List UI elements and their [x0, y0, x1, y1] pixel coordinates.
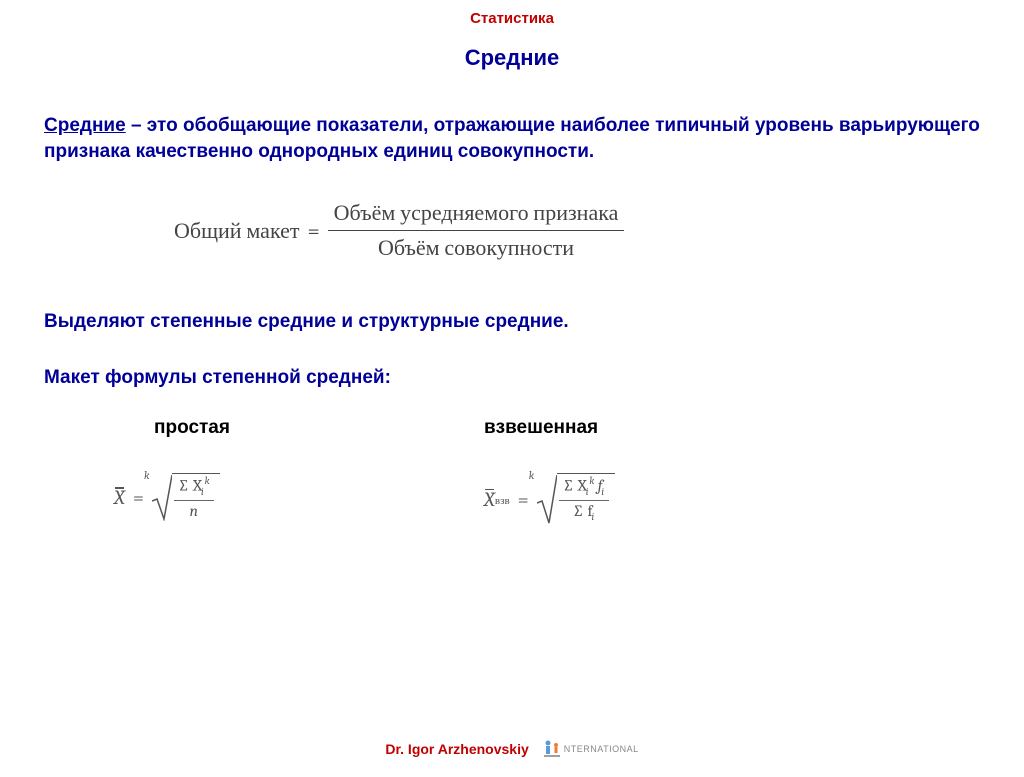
simple-label: простая: [154, 417, 484, 439]
types-line: Выделяют степенные средние и структурные…: [44, 311, 980, 333]
footer-author: Dr. Igor Arzhenovskiy: [385, 741, 528, 757]
radical-icon: [152, 473, 172, 521]
footer-logo: NTERNATIONAL: [543, 739, 639, 759]
layout-formula: Общий макет = Объём усредняемого признак…: [44, 200, 980, 261]
layout-numerator: Объём усредняемого признака: [328, 200, 625, 231]
content-area: Средние – это обобщающие показатели, отр…: [0, 113, 1024, 525]
header-topic: Статистика: [0, 10, 1024, 27]
xbar-weighted: X: [484, 488, 495, 511]
weighted-formula: Xвзв = k ∑ Xik fi ∑ fi: [484, 473, 615, 525]
footer: Dr. Igor Arzhenovskiy NTERNATIONAL: [0, 739, 1024, 759]
logo-icon: [543, 739, 561, 759]
xbar-simple: X: [114, 486, 125, 509]
template-line: Макет формулы степенной средней:: [44, 367, 980, 389]
logo-text: NTERNATIONAL: [564, 744, 639, 754]
column-simple: простая X = k ∑ Xik n: [44, 417, 484, 525]
layout-denominator: Объём совокупности: [372, 231, 580, 261]
definition-rest: – это обобщающие показатели, отражающие …: [44, 115, 980, 162]
radical-icon: [537, 473, 557, 525]
xbar-sub: взв: [495, 494, 510, 507]
root-index-simple: k: [144, 469, 149, 482]
column-weighted: взвешенная Xвзв = k ∑ Xik fi ∑ fi: [484, 417, 615, 525]
page-title: Средние: [0, 45, 1024, 71]
root-simple: k ∑ Xik n: [152, 473, 220, 522]
root-weighted: k ∑ Xik fi ∑ fi: [537, 473, 615, 525]
layout-fraction: Объём усредняемого признака Объём совоку…: [328, 200, 625, 261]
simple-formula: X = k ∑ Xik n: [114, 473, 484, 522]
formula-columns: простая X = k ∑ Xik n: [44, 417, 980, 525]
definition-block: Средние – это обобщающие показатели, отр…: [44, 113, 980, 164]
equals-sign: =: [307, 218, 319, 244]
layout-formula-left: Общий макет: [174, 218, 299, 244]
root-index-weighted: k: [529, 469, 534, 482]
definition-term: Средние: [44, 115, 126, 136]
weighted-label: взвешенная: [484, 417, 615, 439]
